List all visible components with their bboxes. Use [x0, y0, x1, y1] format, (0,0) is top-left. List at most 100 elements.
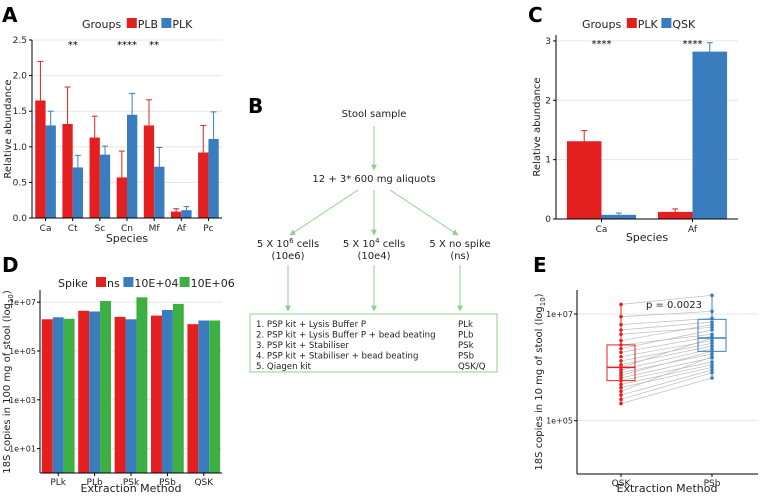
panel-e-y-label: 18S copies in 10 mg of stool (log10) — [534, 293, 547, 470]
flow-method-code-3: PSk — [458, 341, 474, 351]
panel-a-legend-title: Groups — [82, 18, 121, 31]
panel-c-xtick-Af: Af — [688, 225, 698, 235]
panel-d-x-label-text: Extraction Method — [81, 482, 182, 495]
panel-d-bar-10E+06-PLb — [100, 300, 111, 473]
panel-d-x-label: Extraction Method — [81, 482, 182, 495]
panel-a-bar-PLB-Cn — [116, 177, 127, 218]
panel-c-legend-title: Groups — [582, 18, 621, 31]
panel-a-ytick-2.0: 2.0 — [13, 72, 28, 82]
panel-e-point-PSb-7 — [710, 328, 714, 332]
panel-a-significance: ** **** ** — [68, 40, 159, 51]
panel-e-point-PSb-19 — [710, 365, 714, 370]
panel-a-bar-PLB-Ct — [62, 124, 73, 218]
panel-e-y-label-sub: 10 — [539, 297, 547, 306]
flow-spike-3-base: 5 X no spike — [429, 239, 490, 250]
flow-method-code-2: PLb — [458, 331, 473, 341]
panel-d-bar-10E+06-PSb — [172, 303, 184, 473]
panel-c-sig-Ca: **** — [592, 39, 612, 50]
panel-d-ytick-1e+03: 1e+03 — [9, 396, 36, 405]
panel-e-point-QSK-1 — [619, 314, 623, 319]
panel-e-point-PSb-10 — [710, 341, 714, 346]
panel-a-xtick-Pc: Pc — [203, 224, 213, 234]
panel-c-ytick-3: 3 — [545, 37, 551, 47]
panel-b-flowchart: B Stool sample 12 + 3* 600 mg aliquots 5… — [248, 94, 498, 373]
panel-a-ytick-0.0: 0.0 — [13, 214, 28, 224]
panel-e-point-PSb-23 — [710, 376, 714, 380]
panel-e-point-PSb-22 — [710, 370, 714, 375]
flow-spike-1-line1: 5 X 106 cells — [257, 237, 319, 250]
panel-c-legend-swatch-QSK — [661, 18, 672, 28]
panel-d-xtick-PSb: PSb — [159, 478, 176, 488]
panel-e-pair-line-0 — [620, 294, 713, 305]
panel-a-bar-PLK-Mf — [154, 166, 165, 218]
panel-a-xtick-Cn: Cn — [121, 224, 133, 234]
panel-e-point-QSK-18 — [619, 382, 623, 387]
panel-d-y-label: 18S copies in 100 mg of stool (log10) — [2, 290, 15, 474]
panel-c-legend: Groups PLK QSK — [582, 18, 696, 31]
panel-c-bar-QSK-Af — [692, 51, 728, 219]
panel-e-point-PSb-4 — [710, 325, 714, 330]
flow-spike-3-line2: (ns) — [450, 251, 469, 262]
flow-spike-1-line2: (10e6) — [271, 251, 304, 262]
panel-e-point-QSK-8 — [619, 350, 623, 355]
panel-d-y-label-end: ) — [2, 290, 13, 294]
panel-c-y-ticks: 0 1 2 3 — [545, 37, 556, 225]
panel-a-bars — [35, 60, 219, 218]
panel-a-ytick-2.5: 2.5 — [13, 36, 27, 46]
panel-e-point-PSb-17 — [710, 360, 714, 364]
panel-d-bar-ns-QSK — [187, 324, 199, 473]
panel-d-bar-10E+04-PSb — [161, 310, 173, 473]
panel-a-bar-PLB-Mf — [143, 125, 155, 218]
panel-e-pair-line-13 — [620, 348, 713, 371]
panel-a-sig-Ct: ** — [68, 40, 78, 51]
panel-d-y-label-sub: 10 — [7, 294, 15, 303]
panel-a-bar-PLB-Pc — [198, 152, 209, 218]
panel-e-pair-line-9 — [620, 340, 713, 358]
panel-a-bar-PLB-Af — [170, 211, 182, 218]
panel-c-ytick-1: 1 — [545, 156, 551, 166]
panel-e-point-PSb-3 — [710, 320, 714, 324]
flow-method-5: 5. Qiagen kit — [256, 362, 312, 372]
panel-a-legend-label-PLB: PLB — [138, 18, 158, 31]
panel-d-xtick-QSK: QSK — [194, 478, 214, 488]
flow-method-2: 2. PSP kit + Lysis Buffer P + bead beati… — [256, 331, 436, 341]
flow-spike-1-base: 5 X 10 — [257, 239, 289, 250]
panel-c-xtick-Ca: Ca — [596, 225, 608, 235]
panel-a-bar-PLK-Sc — [99, 154, 111, 218]
panel-e-point-QSK-10 — [619, 359, 623, 363]
panel-e-y-ticks: 1e+05 1e+07 — [546, 310, 577, 426]
panel-a-letter: A — [2, 3, 18, 27]
panel-d-legend: Spike ns 10E+04 10E+06 — [58, 277, 235, 290]
panel-a-ytick-1.5: 1.5 — [13, 107, 27, 117]
panel-e-pair-line-4 — [620, 326, 713, 335]
panel-a-bar-PLK-Cn — [127, 114, 138, 218]
panel-e-pair-line-8 — [620, 336, 713, 353]
panel-e-ytick-1e+05: 1e+05 — [546, 417, 573, 426]
panel-e-point-PSb-21 — [710, 368, 714, 372]
panel-d-bar-ns-PLk — [41, 319, 53, 473]
panel-e-point-QSK-22 — [619, 397, 623, 402]
panel-e-point-QSK-2 — [619, 322, 623, 327]
panel-c-bar-PLK-Af — [657, 211, 693, 219]
panel-e-point-QSK-19 — [619, 385, 623, 390]
panel-e-point-QSK-4 — [619, 332, 623, 337]
panel-d-ytick-1e+07: 1e+07 — [9, 298, 36, 307]
panel-a-bar-PLK-Ca — [45, 125, 56, 218]
panel-e-pair-line-22 — [620, 372, 713, 400]
panel-a-xtick-Ca: Ca — [40, 224, 52, 234]
panel-e-letter: E — [533, 253, 547, 277]
panel-d-bar-10E+06-PLk — [63, 318, 75, 473]
panel-c-ytick-2: 2 — [545, 96, 551, 106]
panel-d-bar-ns-PSk — [114, 316, 126, 473]
panel-d-legend-swatch-10E+06 — [179, 277, 190, 287]
panel-a-sig-Cn: **** — [117, 40, 137, 51]
panel-e-point-QSK-17 — [619, 378, 623, 383]
panel-e-point-QSK-3 — [619, 328, 623, 332]
flow-spike-2-unit: cells — [380, 239, 406, 250]
panel-e-y-label-end: ) — [534, 293, 545, 297]
panel-d-bar-ns-PLb — [78, 310, 90, 473]
panel-a-bar-PLB-Sc — [89, 137, 100, 218]
panel-d-bar-10E+04-PSk — [125, 319, 137, 473]
panel-e-point-QSK-11 — [619, 362, 623, 367]
panel-d-legend-label-10E+04: 10E+04 — [134, 277, 178, 290]
